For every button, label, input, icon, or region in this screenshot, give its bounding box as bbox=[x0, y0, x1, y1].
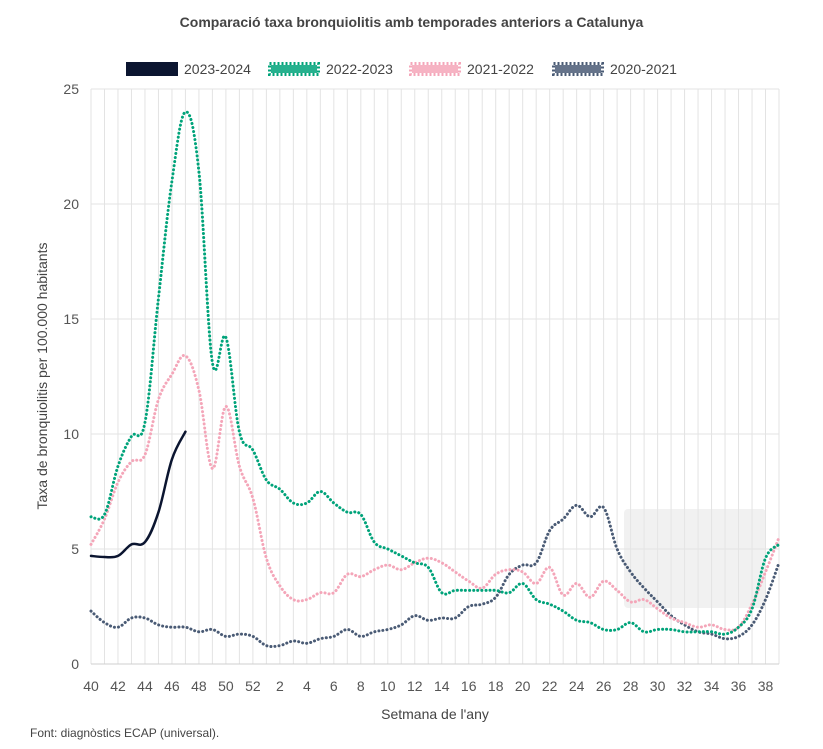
x-tick-label: 22 bbox=[542, 678, 558, 694]
y-tick-label: 15 bbox=[63, 311, 79, 327]
hover-highlight-box bbox=[624, 509, 766, 608]
x-tick-label: 24 bbox=[569, 678, 585, 694]
x-tick-label: 6 bbox=[330, 678, 338, 694]
y-tick-label: 5 bbox=[71, 541, 79, 557]
x-tick-label: 46 bbox=[164, 678, 180, 694]
legend-item-2022-2023[interactable]: 2022-2023 bbox=[268, 61, 394, 77]
x-tick-label: 4 bbox=[303, 678, 311, 694]
series-line-2023-2024 bbox=[89, 430, 187, 559]
legend-swatch-fill bbox=[555, 65, 601, 73]
x-axis-label: Setmana de l'any bbox=[381, 706, 489, 722]
x-tick-label: 26 bbox=[596, 678, 612, 694]
y-tick-label: 20 bbox=[63, 196, 79, 212]
legend-swatch bbox=[268, 62, 320, 76]
series-line-2021-2022 bbox=[89, 353, 781, 632]
x-tick-label: 48 bbox=[191, 678, 207, 694]
x-tick-label: 42 bbox=[110, 678, 126, 694]
legend-label: 2020-2021 bbox=[610, 61, 677, 77]
x-tick-label: 12 bbox=[407, 678, 423, 694]
y-axis-label: Taxa de bronquiolitis per 100.000 habita… bbox=[34, 243, 50, 510]
legend-swatch bbox=[126, 62, 178, 76]
legend-label: 2021-2022 bbox=[467, 61, 534, 77]
legend-swatch-fill bbox=[271, 65, 317, 73]
x-tick-label: 8 bbox=[357, 678, 365, 694]
y-tick-label: 0 bbox=[71, 656, 79, 672]
x-tick-label: 38 bbox=[758, 678, 774, 694]
x-tick-label: 2 bbox=[276, 678, 284, 694]
legend-item-2020-2021[interactable]: 2020-2021 bbox=[552, 61, 678, 77]
x-tick-label: 34 bbox=[704, 678, 720, 694]
legend-swatch-fill bbox=[412, 65, 458, 73]
x-tick-label: 36 bbox=[731, 678, 747, 694]
x-tick-label: 10 bbox=[380, 678, 396, 694]
x-tick-label: 20 bbox=[515, 678, 531, 694]
grid bbox=[90, 88, 780, 665]
chart-title: Comparació taxa bronquiolitis amb tempor… bbox=[179, 14, 644, 30]
legend-item-2021-2022[interactable]: 2021-2022 bbox=[409, 61, 535, 77]
x-tick-label: 32 bbox=[677, 678, 693, 694]
y-tick-label: 25 bbox=[63, 81, 79, 97]
legend-swatch bbox=[409, 62, 461, 76]
series-line-2020-2021 bbox=[89, 503, 781, 649]
x-tick-label: 18 bbox=[488, 678, 504, 694]
legend-swatch bbox=[552, 62, 604, 76]
source-note: Font: diagnòstics ECAP (universal). bbox=[30, 726, 220, 740]
x-tick-label: 14 bbox=[434, 678, 450, 694]
x-tick-label: 28 bbox=[623, 678, 639, 694]
legend[interactable]: 2023-2024 2022-2023 2021-2022 2020-2021 bbox=[126, 61, 677, 77]
series-lines bbox=[89, 110, 781, 649]
x-tick-label: 16 bbox=[461, 678, 477, 694]
legend-item-2023-2024[interactable]: 2023-2024 bbox=[126, 61, 251, 77]
legend-label: 2023-2024 bbox=[184, 61, 251, 77]
x-tick-label: 30 bbox=[650, 678, 666, 694]
x-tick-label: 44 bbox=[137, 678, 153, 694]
x-tick-label: 40 bbox=[83, 678, 99, 694]
x-tick-label: 52 bbox=[245, 678, 261, 694]
x-tick-label: 50 bbox=[218, 678, 234, 694]
y-tick-label: 10 bbox=[63, 426, 79, 442]
legend-label: 2022-2023 bbox=[326, 61, 393, 77]
series-line-2022-2023 bbox=[89, 110, 781, 636]
